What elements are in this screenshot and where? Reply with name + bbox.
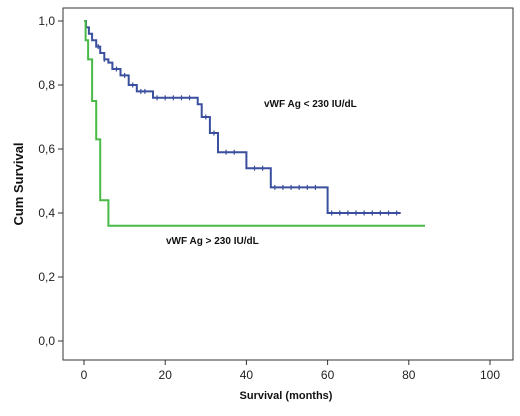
x-axis-title: Survival (months) [240, 390, 333, 402]
x-tick-label: 20 [159, 368, 173, 382]
plot-frame [62, 7, 514, 361]
x-axis-ticks: 0 20 40 60 80 100 [81, 360, 500, 382]
x-tick-label: 60 [321, 368, 335, 382]
x-tick-label: 80 [402, 368, 416, 382]
y-tick-label: 0,0 [38, 334, 55, 348]
x-tick-label: 100 [480, 368, 500, 382]
y-tick-label: 0,2 [38, 270, 55, 284]
x-tick-label: 40 [240, 368, 254, 382]
series-layer [84, 20, 425, 227]
y-tick-label: 1,0 [38, 14, 55, 28]
y-tick-label: 0,6 [38, 142, 55, 156]
series-line [84, 20, 401, 214]
series-labels: vWF Ag < 230 IU/dL vWF Ag > 230 IU/dL [166, 99, 357, 247]
series-label: vWF Ag > 230 IU/dL [166, 236, 259, 247]
y-axis-ticks: 0,0 0,2 0,4 0,6 0,8 1,0 [38, 14, 63, 348]
y-axis-title: Cum Survival [11, 142, 26, 225]
series-label: vWF Ag < 230 IU/dL [264, 99, 357, 110]
y-tick-label: 0,8 [38, 78, 55, 92]
x-tick-label: 0 [81, 368, 88, 382]
y-tick-label: 0,4 [38, 206, 55, 220]
series-line [84, 20, 425, 227]
